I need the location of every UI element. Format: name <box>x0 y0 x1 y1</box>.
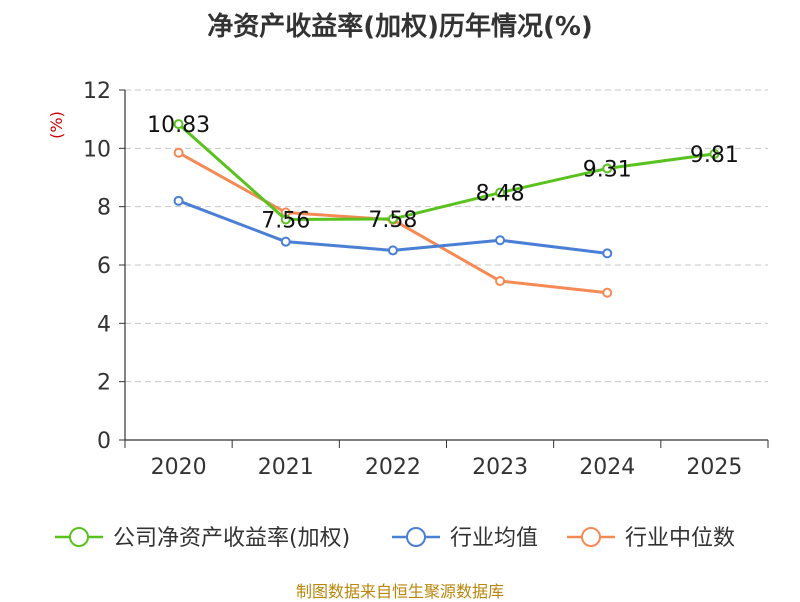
legend: 公司净资产收益率(加权) 行业均值 行业中位数 <box>55 526 735 551</box>
y-tick-label: 10 <box>83 137 111 162</box>
series-point <box>495 235 506 246</box>
y-tick-label: 2 <box>97 371 111 396</box>
series-point <box>602 248 613 259</box>
series-point <box>173 195 184 206</box>
y-tick-label: 4 <box>97 312 111 337</box>
data-label: 9.81 <box>690 143 739 168</box>
series-point <box>387 213 398 224</box>
y-tick-label: 6 <box>97 254 111 279</box>
series-point <box>173 119 184 130</box>
data-label: 7.56 <box>261 209 310 234</box>
series-point <box>602 163 613 174</box>
y-tick-label: 12 <box>83 79 111 104</box>
series-point <box>280 236 291 247</box>
series-point <box>173 147 184 158</box>
y-tick-label: 0 <box>97 429 111 454</box>
x-tick-label: 2022 <box>365 455 421 480</box>
legend-marker <box>581 527 601 547</box>
data-labels: 10.83 7.56 7.58 8.48 9.31 9.81 <box>147 113 739 233</box>
y-tick-label: 8 <box>97 196 111 221</box>
legend-label: 行业中位数 <box>625 526 735 551</box>
axes: 0 2 4 6 8 10 12 2020 2021 2022 2023 2024 2025 (%) <box>47 79 769 480</box>
x-tick-label: 2024 <box>579 455 635 480</box>
x-tick-label: 2025 <box>686 455 742 480</box>
series-point <box>495 187 506 198</box>
data-label: 7.58 <box>368 208 417 233</box>
data-label: 10.83 <box>147 113 210 138</box>
legend-marker <box>69 527 89 547</box>
series-point <box>602 287 613 298</box>
data-label: 8.48 <box>476 182 525 207</box>
grid-lines <box>125 89 768 383</box>
x-tick-label: 2020 <box>151 455 207 480</box>
series-point <box>387 245 398 256</box>
series-point <box>709 148 720 159</box>
series-point <box>280 214 291 225</box>
x-tick-label: 2023 <box>472 455 528 480</box>
chart-title: 净资产收益率(加权)历年情况(%) <box>207 12 593 42</box>
series-point <box>495 276 506 287</box>
legend-marker <box>406 527 426 547</box>
series-lines <box>173 119 720 298</box>
source-note: 制图数据来自恒生聚源数据库 <box>295 582 504 601</box>
legend-label: 公司净资产收益率(加权) <box>113 526 350 551</box>
x-tick-label: 2021 <box>258 455 314 480</box>
y-axis-unit: (%) <box>47 111 66 139</box>
legend-label: 行业均值 <box>450 526 538 551</box>
data-label: 9.31 <box>583 157 632 182</box>
series-line <box>177 123 715 221</box>
